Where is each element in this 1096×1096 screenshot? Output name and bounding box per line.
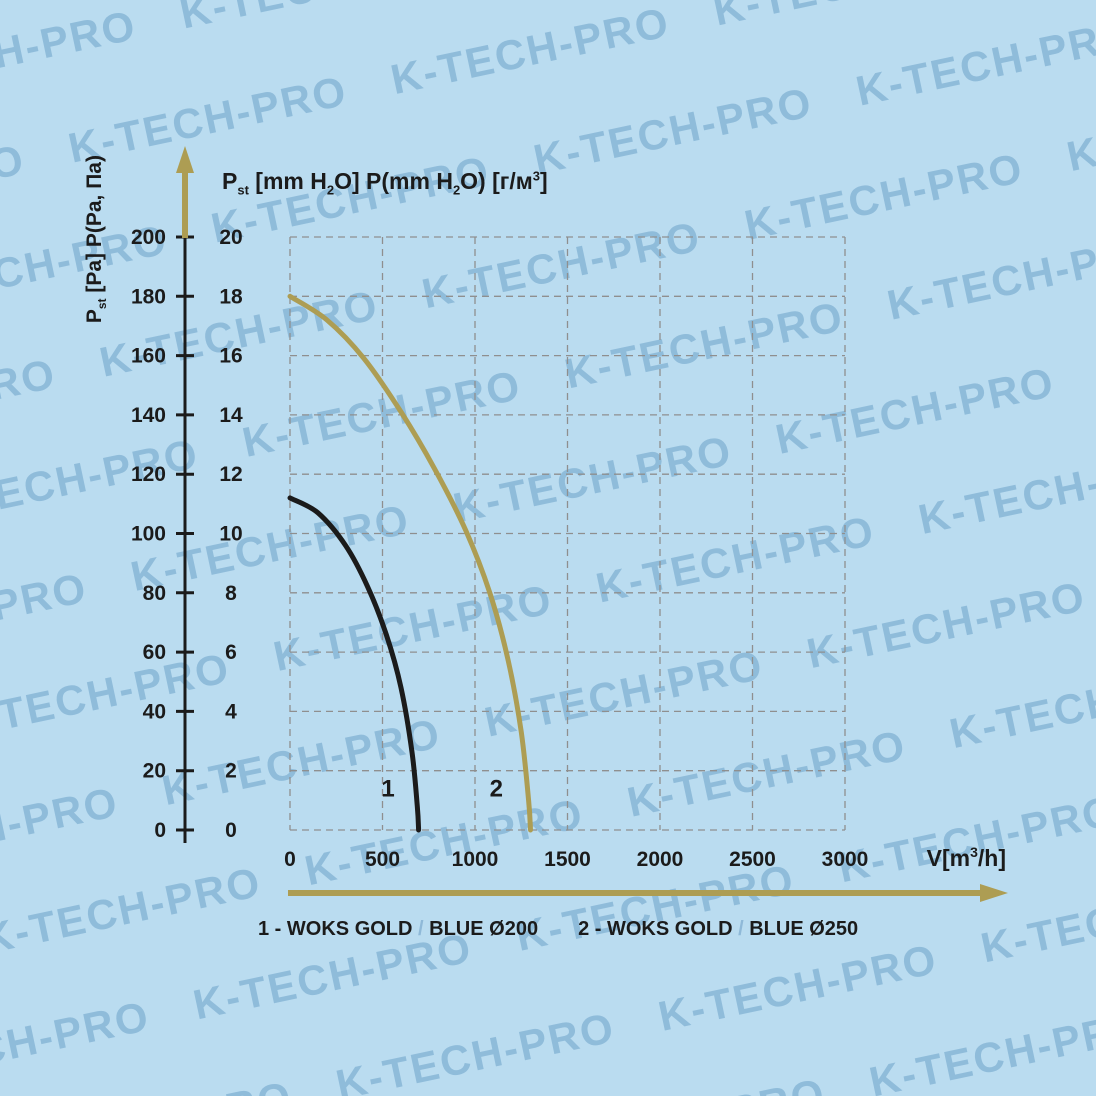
x-axis-labels: 0 500 1000 1500 2000 2500 3000 — [284, 848, 868, 871]
svg-text:140: 140 — [131, 404, 166, 427]
curve-1 — [287, 495, 422, 833]
legend-series-number: 1 — [258, 918, 270, 940]
legend: 1 - WOKS GOLD / BLUE Ø200 2 - WOKS GOLD … — [258, 918, 858, 941]
svg-text:160: 160 — [131, 345, 166, 368]
svg-text:6: 6 — [225, 641, 237, 664]
title-fragment: ] — [540, 168, 548, 194]
svg-text:0: 0 — [284, 848, 296, 871]
legend-item-1: 1 - WOKS GOLD / BLUE Ø200 — [258, 918, 538, 941]
svg-text:200: 200 — [131, 226, 166, 249]
curve-label-1: 1 — [381, 775, 394, 802]
svg-text:500: 500 — [365, 848, 400, 871]
legend-item-2: 2 - WOKS GOLD / BLUE Ø250 — [578, 918, 858, 941]
title-sup: 3 — [532, 168, 540, 184]
y-axis-pa-labels: 0 20 40 60 80 100 120 140 160 180 200 — [131, 226, 166, 842]
y-axis — [176, 229, 194, 843]
title-fragment: P — [222, 168, 238, 194]
title-sub: 2 — [452, 182, 461, 198]
svg-text:1500: 1500 — [544, 848, 591, 871]
svg-text:20: 20 — [219, 226, 242, 249]
legend-separator: - — [269, 918, 287, 940]
title-sub: st — [95, 298, 110, 310]
svg-text:20: 20 — [143, 760, 166, 783]
mm-axis-title: Pst [mm H2O] P(mm H2O) [г/м3] — [222, 168, 548, 198]
y-axis-arrowhead-icon — [176, 146, 194, 173]
svg-text:60: 60 — [143, 641, 166, 664]
title-fragment: [mm H — [248, 168, 327, 194]
svg-text:2000: 2000 — [637, 848, 684, 871]
svg-text:16: 16 — [219, 345, 242, 368]
legend-brand: WOKS — [606, 918, 675, 940]
legend-slash: / — [732, 918, 750, 940]
svg-text:80: 80 — [143, 582, 166, 605]
axis-arrows — [176, 146, 1008, 902]
svg-text:8: 8 — [225, 582, 237, 605]
svg-text:0: 0 — [154, 819, 166, 842]
title-sub: st — [237, 182, 249, 198]
legend-variant-gold: GOLD — [354, 918, 413, 940]
legend-separator: - — [589, 918, 607, 940]
svg-text:100: 100 — [131, 523, 166, 546]
svg-text:14: 14 — [219, 404, 243, 427]
pa-axis-title: Pst [Pa] P(Pa, Па) — [83, 109, 109, 369]
svg-text:4: 4 — [225, 700, 237, 723]
legend-size: Ø250 — [809, 918, 859, 940]
legend-brand: WOKS — [286, 918, 355, 940]
legend-variant-gold: GOLD — [674, 918, 733, 940]
legend-size: Ø200 — [489, 918, 539, 940]
svg-text:2500: 2500 — [729, 848, 776, 871]
title-fragment: [Pa] P(Pa, Па) — [82, 155, 106, 299]
title-fragment: O] P(mm H — [334, 168, 453, 194]
legend-variant-blue: BLUE — [749, 918, 810, 940]
curve-label-2: 2 — [490, 775, 503, 802]
svg-text:40: 40 — [143, 700, 166, 723]
svg-text:3000: 3000 — [822, 848, 869, 871]
title-fragment: P — [82, 309, 106, 324]
svg-text:10: 10 — [219, 523, 242, 546]
svg-text:2: 2 — [225, 760, 237, 783]
svg-text:12: 12 — [219, 463, 242, 486]
svg-text:1000: 1000 — [452, 848, 499, 871]
curve-2 — [287, 293, 533, 833]
x-axis-arrowhead-icon — [980, 884, 1008, 902]
title-sub: 2 — [326, 182, 335, 198]
svg-text:180: 180 — [131, 285, 166, 308]
title-fragment: O) [г/м — [460, 168, 533, 194]
svg-text:120: 120 — [131, 463, 166, 486]
legend-series-number: 2 — [578, 918, 590, 940]
y-axis-mm-labels: 0 2 4 6 8 10 12 14 16 18 20 — [219, 226, 243, 842]
x-axis-title: V[m3/h] — [927, 844, 1006, 871]
svg-text:0: 0 — [225, 819, 237, 842]
legend-slash: / — [412, 918, 430, 940]
svg-text:18: 18 — [219, 285, 243, 308]
grid — [289, 236, 846, 831]
legend-variant-blue: BLUE — [429, 918, 490, 940]
